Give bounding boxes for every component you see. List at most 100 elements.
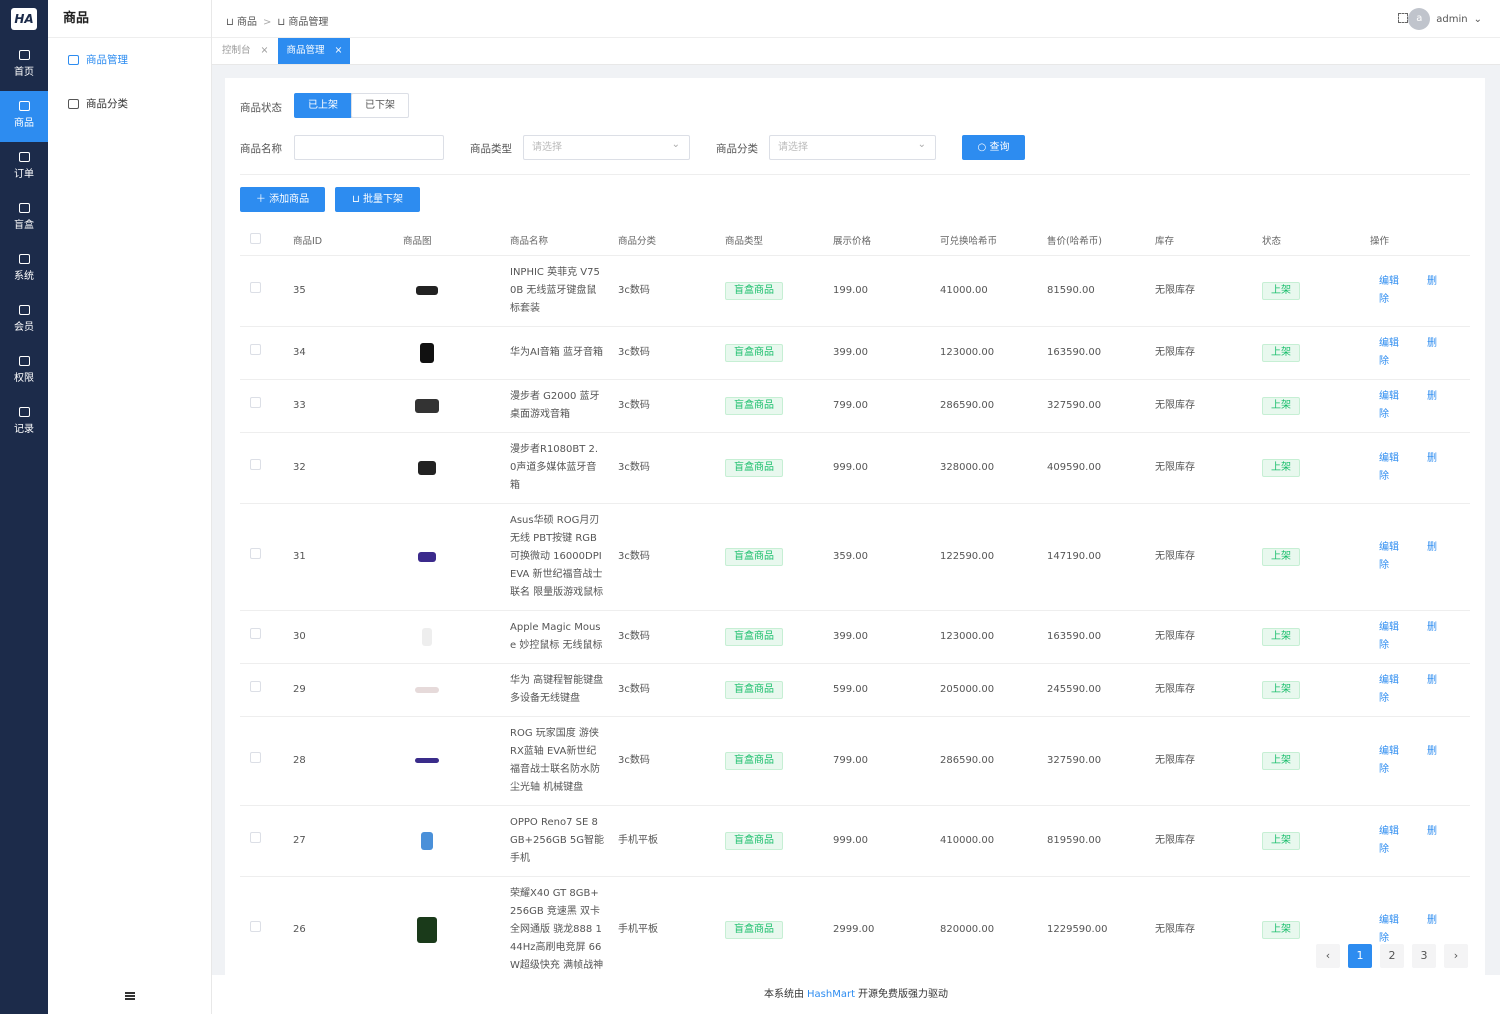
content-card: 商品状态 已上架 已下架 商品名称 商品类型 请选择 商品分类 请选择 ○ 查询…	[225, 78, 1485, 984]
next-page[interactable]: ›	[1444, 944, 1468, 968]
prev-page[interactable]: ‹	[1316, 944, 1340, 968]
header-cell: 售价(哈希币)	[1039, 225, 1147, 256]
breadcrumb-icon: ⊔	[226, 17, 237, 28]
action-link[interactable]: 编辑	[1379, 825, 1399, 837]
action-link[interactable]: 编辑	[1379, 621, 1399, 633]
header-cell: 展示价格	[825, 225, 932, 256]
tab[interactable]: 控制台	[214, 38, 276, 64]
batch-button[interactable]: ⊔ 批量下架	[335, 187, 420, 212]
checkbox[interactable]	[250, 920, 261, 932]
nav-item[interactable]: 会员	[0, 295, 48, 346]
checkbox[interactable]	[250, 343, 261, 355]
tab[interactable]: 商品管理	[278, 38, 351, 64]
category-cell: 手机平板	[610, 876, 717, 984]
product-image	[420, 342, 434, 363]
nav-label: 商品	[14, 118, 34, 129]
submenu: 商品 商品管理 商品分类	[48, 0, 212, 1014]
action-link[interactable]: 编辑	[1379, 541, 1399, 553]
action-link[interactable]: 编辑	[1379, 914, 1399, 926]
action-link[interactable]: 编辑	[1379, 745, 1399, 757]
status-option[interactable]: 已下架	[351, 93, 409, 118]
page-button[interactable]: 3	[1412, 944, 1436, 968]
value-cell: 410000.00	[932, 805, 1039, 877]
table-row: 29 华为 高键程智能键盘 多设备无线键盘 3c数码 盲盒商品 599.00 205000…	[240, 663, 1470, 717]
value-cell: 无限库存	[1147, 432, 1254, 504]
nav-icon	[18, 305, 30, 315]
checkbox[interactable]	[250, 751, 261, 763]
menu-toggle[interactable]	[125, 992, 135, 1000]
product-image	[422, 627, 432, 646]
nav-icon	[18, 254, 30, 264]
category-select[interactable]: 请选择	[769, 133, 936, 160]
action-link[interactable]: 编辑	[1379, 674, 1399, 686]
nav-item[interactable]: 首页	[0, 40, 48, 91]
cart-icon: ⊔	[352, 194, 363, 205]
cell: 盲盒商品	[717, 876, 825, 984]
checkbox[interactable]	[250, 547, 261, 559]
nav-item[interactable]: 订单	[0, 142, 48, 193]
checkbox[interactable]	[250, 281, 261, 293]
breadcrumb-item[interactable]: 商品	[236, 17, 257, 28]
action-link[interactable]: 删除	[1379, 390, 1437, 420]
header-cell: 商品类型	[717, 225, 825, 256]
submenu-item[interactable]: 商品分类	[48, 82, 211, 126]
type-select[interactable]: 请选择	[523, 133, 690, 160]
cell	[240, 326, 285, 380]
checkbox[interactable]	[250, 680, 261, 692]
actions-cell: 编辑 删除	[1362, 663, 1470, 717]
nav-item[interactable]: 商品	[0, 91, 48, 142]
action-link[interactable]: 编辑	[1379, 390, 1399, 402]
breadcrumb-item[interactable]: 商品管理	[288, 17, 329, 28]
divider	[240, 174, 1470, 175]
value-cell: 无限库存	[1147, 876, 1254, 984]
action-link[interactable]: 删除	[1379, 541, 1437, 571]
status-option[interactable]: 已上架	[294, 93, 352, 118]
value-cell: 286590.00	[932, 716, 1039, 806]
action-link[interactable]: 删除	[1379, 337, 1437, 367]
checkbox[interactable]	[250, 232, 261, 244]
user-menu[interactable]: a admin ⌄	[1408, 8, 1482, 30]
value-cell: 286590.00	[932, 379, 1039, 433]
action-link[interactable]: 删除	[1379, 914, 1437, 944]
type-tag: 盲盒商品	[725, 627, 783, 646]
id-cell: 35	[285, 255, 395, 327]
type-tag: 盲盒商品	[725, 343, 783, 362]
footer-link[interactable]: HashMart	[807, 989, 855, 1000]
search-button[interactable]: ○ 查询	[962, 135, 1025, 160]
page-button[interactable]: 1	[1348, 944, 1372, 968]
fullscreen-button[interactable]	[1398, 13, 1408, 23]
cell	[240, 876, 285, 984]
header-cell: 状态	[1254, 225, 1362, 256]
checkbox[interactable]	[250, 627, 261, 639]
product-image	[421, 831, 433, 850]
action-link[interactable]: 编辑	[1379, 275, 1399, 287]
action-link[interactable]: 删除	[1379, 745, 1437, 775]
cell: 上架	[1254, 876, 1362, 984]
value-cell: 147190.00	[1039, 503, 1147, 611]
nav-item[interactable]: 系统	[0, 244, 48, 295]
action-link[interactable]: 编辑	[1379, 337, 1399, 349]
action-link[interactable]: 删除	[1379, 275, 1437, 305]
action-link[interactable]: 编辑	[1379, 452, 1399, 464]
status-tag: 上架	[1262, 920, 1300, 939]
table-row: 28 ROG 玩家国度 游侠RX蓝轴 EVA新世纪福音战士联名防水防尘光轴 机械键…	[240, 716, 1470, 806]
actions-cell: 编辑 删除	[1362, 326, 1470, 380]
page-button[interactable]: 2	[1380, 944, 1404, 968]
nav-item[interactable]: 记录	[0, 397, 48, 448]
add-button[interactable]: ＋ 添加商品	[240, 187, 325, 212]
checkbox[interactable]	[250, 396, 261, 408]
action-link[interactable]: 删除	[1379, 452, 1437, 482]
cell	[240, 432, 285, 504]
action-link[interactable]: 删除	[1379, 621, 1437, 651]
nav-item[interactable]: 盲盒	[0, 193, 48, 244]
id-cell: 28	[285, 716, 395, 806]
submenu-item[interactable]: 商品管理	[48, 38, 211, 82]
checkbox[interactable]	[250, 458, 261, 470]
name-input[interactable]	[294, 135, 444, 160]
nav-item[interactable]: 权限	[0, 346, 48, 397]
status-tag: 上架	[1262, 831, 1300, 850]
action-link[interactable]: 删除	[1379, 674, 1437, 704]
checkbox[interactable]	[250, 831, 261, 843]
action-link[interactable]: 删除	[1379, 825, 1437, 855]
search-text: 查询	[989, 142, 1010, 153]
